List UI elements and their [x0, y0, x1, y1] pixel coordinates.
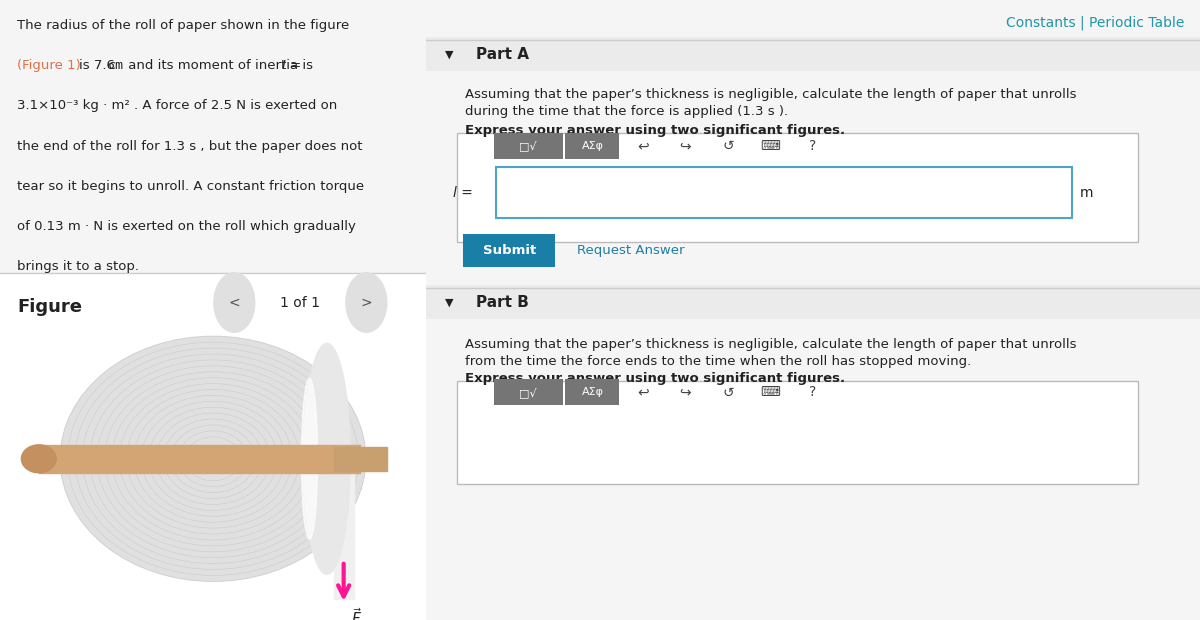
Text: AΣφ: AΣφ: [582, 141, 604, 151]
Text: Part A: Part A: [476, 46, 529, 62]
Text: ⌨: ⌨: [761, 140, 780, 153]
Text: ↪: ↪: [679, 386, 691, 399]
Text: <: <: [228, 296, 240, 309]
Text: from the time the force ends to the time when the roll has stopped moving.: from the time the force ends to the time…: [464, 355, 971, 368]
Text: cm: cm: [108, 59, 124, 72]
Text: ⌨: ⌨: [761, 386, 780, 399]
Circle shape: [104, 372, 322, 546]
Circle shape: [163, 419, 263, 498]
Text: □√: □√: [520, 387, 536, 398]
Text: $\vec{F}$: $\vec{F}$: [352, 607, 362, 620]
Circle shape: [186, 436, 240, 481]
Polygon shape: [334, 447, 388, 471]
Circle shape: [90, 360, 336, 557]
Text: Request Answer: Request Answer: [577, 244, 684, 257]
Text: (Figure 1): (Figure 1): [17, 59, 80, 72]
Text: tear so it begins to unroll. A constant friction torque: tear so it begins to unroll. A constant …: [17, 180, 364, 193]
Circle shape: [126, 389, 300, 528]
Text: □√: □√: [520, 141, 536, 152]
Text: Submit: Submit: [482, 244, 536, 257]
Text: >: >: [360, 296, 372, 309]
FancyBboxPatch shape: [457, 381, 1138, 484]
Text: m: m: [1080, 186, 1093, 200]
FancyBboxPatch shape: [496, 167, 1073, 218]
Circle shape: [83, 354, 343, 564]
Circle shape: [97, 366, 329, 552]
FancyBboxPatch shape: [0, 273, 426, 620]
Circle shape: [149, 407, 277, 510]
Circle shape: [60, 336, 366, 582]
Text: ?: ?: [809, 140, 817, 153]
Text: and its moment of inertia is: and its moment of inertia is: [124, 59, 317, 72]
Circle shape: [156, 413, 270, 505]
Circle shape: [142, 401, 284, 516]
FancyBboxPatch shape: [565, 133, 619, 159]
Polygon shape: [334, 454, 354, 598]
Polygon shape: [38, 445, 360, 473]
Text: Part B: Part B: [476, 294, 529, 310]
Text: Figure: Figure: [17, 298, 82, 316]
Text: ▼: ▼: [445, 49, 454, 60]
Circle shape: [214, 273, 254, 332]
Text: ↩: ↩: [637, 140, 648, 153]
Text: ↺: ↺: [722, 386, 733, 399]
Text: The radius of the roll of paper shown in the figure: The radius of the roll of paper shown in…: [17, 19, 349, 32]
Circle shape: [170, 425, 256, 493]
Text: of 0.13 m · N is exerted on the roll which gradually: of 0.13 m · N is exerted on the roll whi…: [17, 220, 356, 233]
Circle shape: [22, 445, 56, 473]
Text: Constants | Periodic Table: Constants | Periodic Table: [1006, 16, 1184, 30]
FancyBboxPatch shape: [565, 379, 619, 405]
Text: AΣφ: AΣφ: [582, 388, 604, 397]
FancyBboxPatch shape: [426, 37, 1200, 71]
Text: ?: ?: [809, 386, 817, 399]
Ellipse shape: [304, 343, 350, 574]
Ellipse shape: [301, 378, 318, 539]
FancyBboxPatch shape: [463, 234, 556, 267]
FancyBboxPatch shape: [457, 133, 1138, 242]
Text: Assuming that the paper’s thickness is negligible, calculate the length of paper: Assuming that the paper’s thickness is n…: [464, 88, 1076, 101]
Text: ↺: ↺: [722, 140, 733, 153]
Circle shape: [112, 378, 314, 540]
Text: brings it to a stop.: brings it to a stop.: [17, 260, 139, 273]
FancyBboxPatch shape: [426, 285, 1200, 319]
Text: ▼: ▼: [445, 297, 454, 308]
Text: Express your answer using two significant figures.: Express your answer using two significan…: [464, 372, 845, 385]
FancyBboxPatch shape: [494, 133, 563, 159]
Text: 3.1×10⁻³ kg · m² . A force of 2.5 N is exerted on: 3.1×10⁻³ kg · m² . A force of 2.5 N is e…: [17, 99, 337, 112]
Text: I =: I =: [282, 59, 301, 72]
Text: during the time that the force is applied (1.3 s ).: during the time that the force is applie…: [464, 105, 788, 118]
Circle shape: [178, 431, 248, 487]
Text: 1 of 1: 1 of 1: [281, 296, 320, 309]
FancyBboxPatch shape: [494, 379, 563, 405]
Text: l =: l =: [452, 186, 473, 200]
Circle shape: [134, 396, 292, 522]
Circle shape: [67, 342, 359, 575]
Circle shape: [346, 273, 386, 332]
Text: is 7.6: is 7.6: [79, 59, 119, 72]
Text: Assuming that the paper’s thickness is negligible, calculate the length of paper: Assuming that the paper’s thickness is n…: [464, 338, 1076, 351]
Text: ↩: ↩: [637, 386, 648, 399]
Circle shape: [119, 384, 307, 534]
Text: the end of the roll for 1.3 s , but the paper does not: the end of the roll for 1.3 s , but the …: [17, 140, 362, 153]
Text: ↪: ↪: [679, 140, 691, 153]
Circle shape: [74, 348, 352, 570]
Text: Express your answer using two significant figures.: Express your answer using two significan…: [464, 124, 845, 137]
